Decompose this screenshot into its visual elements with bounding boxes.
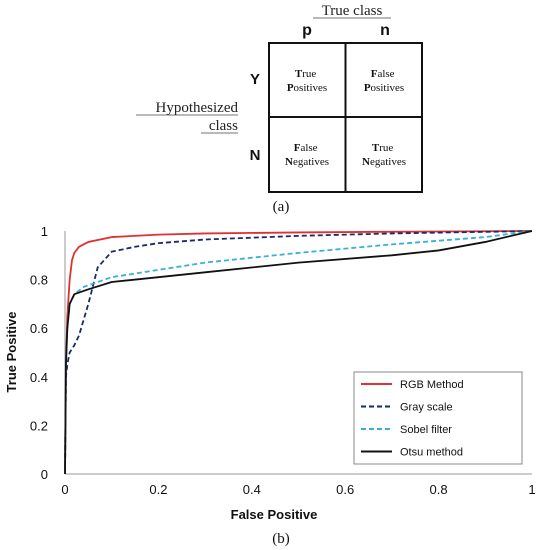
y-tick-label: 0.6: [30, 321, 48, 336]
y-tick-labels: 0 0.2 0.4 0.6 0.8 1: [30, 224, 48, 482]
legend-label: Otsu method: [400, 447, 463, 459]
hypothesized-class-line2: class: [209, 118, 238, 134]
y-tick-label: 0.2: [30, 418, 48, 433]
legend: RGB Method Gray scale Sobel filter Otsu met…: [353, 371, 523, 465]
roc-chart-panel: 0 0.2 0.4 0.6 0.8 1 0 0.2 0.4 0.6 0.8 1 False Posi…: [4, 224, 536, 547]
legend-label: Sobel filter: [400, 424, 452, 436]
x-tick-label: 0.2: [149, 482, 167, 497]
x-tick-label: 0.6: [336, 482, 354, 497]
y-tick-label: 0.8: [30, 273, 48, 288]
row-label-n: N: [250, 147, 261, 164]
column-label-n: n: [380, 22, 390, 39]
true-class-label: True class: [322, 3, 383, 19]
series-line-rgb-method: [64, 230, 533, 475]
series-line-gray-scale: [64, 230, 533, 475]
cell-false-positives: False Positives: [364, 68, 404, 94]
cell-true-positives: True Positives: [287, 68, 327, 94]
cell-true-negatives: True Negatives: [362, 142, 406, 168]
confusion-matrix-panel: True class p n Y N Hypothesized class Tr…: [136, 3, 423, 215]
hypothesized-class-line1: Hypothesized: [156, 100, 239, 116]
caption-a: (a): [273, 199, 290, 215]
y-tick-label: 0.4: [30, 370, 48, 385]
cell-false-negatives: False Negatives: [285, 142, 329, 168]
x-tick-label: 0: [61, 482, 68, 497]
series-lines: [64, 230, 533, 475]
x-tick-label: 0.4: [243, 482, 261, 497]
series-line-otsu-method: [64, 230, 533, 475]
legend-box: [353, 371, 523, 465]
legend-label: Gray scale: [400, 402, 453, 414]
x-tick-label: 0.8: [430, 482, 448, 497]
column-label-p: p: [302, 22, 312, 39]
caption-b: (b): [272, 531, 290, 547]
y-axis-label: True Positive: [4, 312, 19, 393]
x-axis-label: False Positive: [231, 507, 318, 522]
row-label-y: Y: [250, 71, 260, 88]
legend-items: RGB Method Gray scale Sobel filter Otsu met…: [361, 379, 464, 459]
legend-label: RGB Method: [400, 379, 464, 391]
x-tick-labels: 0 0.2 0.4 0.6 0.8 1: [61, 482, 535, 497]
y-tick-label: 1: [41, 224, 48, 239]
x-tick-label: 1: [528, 482, 535, 497]
y-tick-label: 0: [41, 467, 48, 482]
